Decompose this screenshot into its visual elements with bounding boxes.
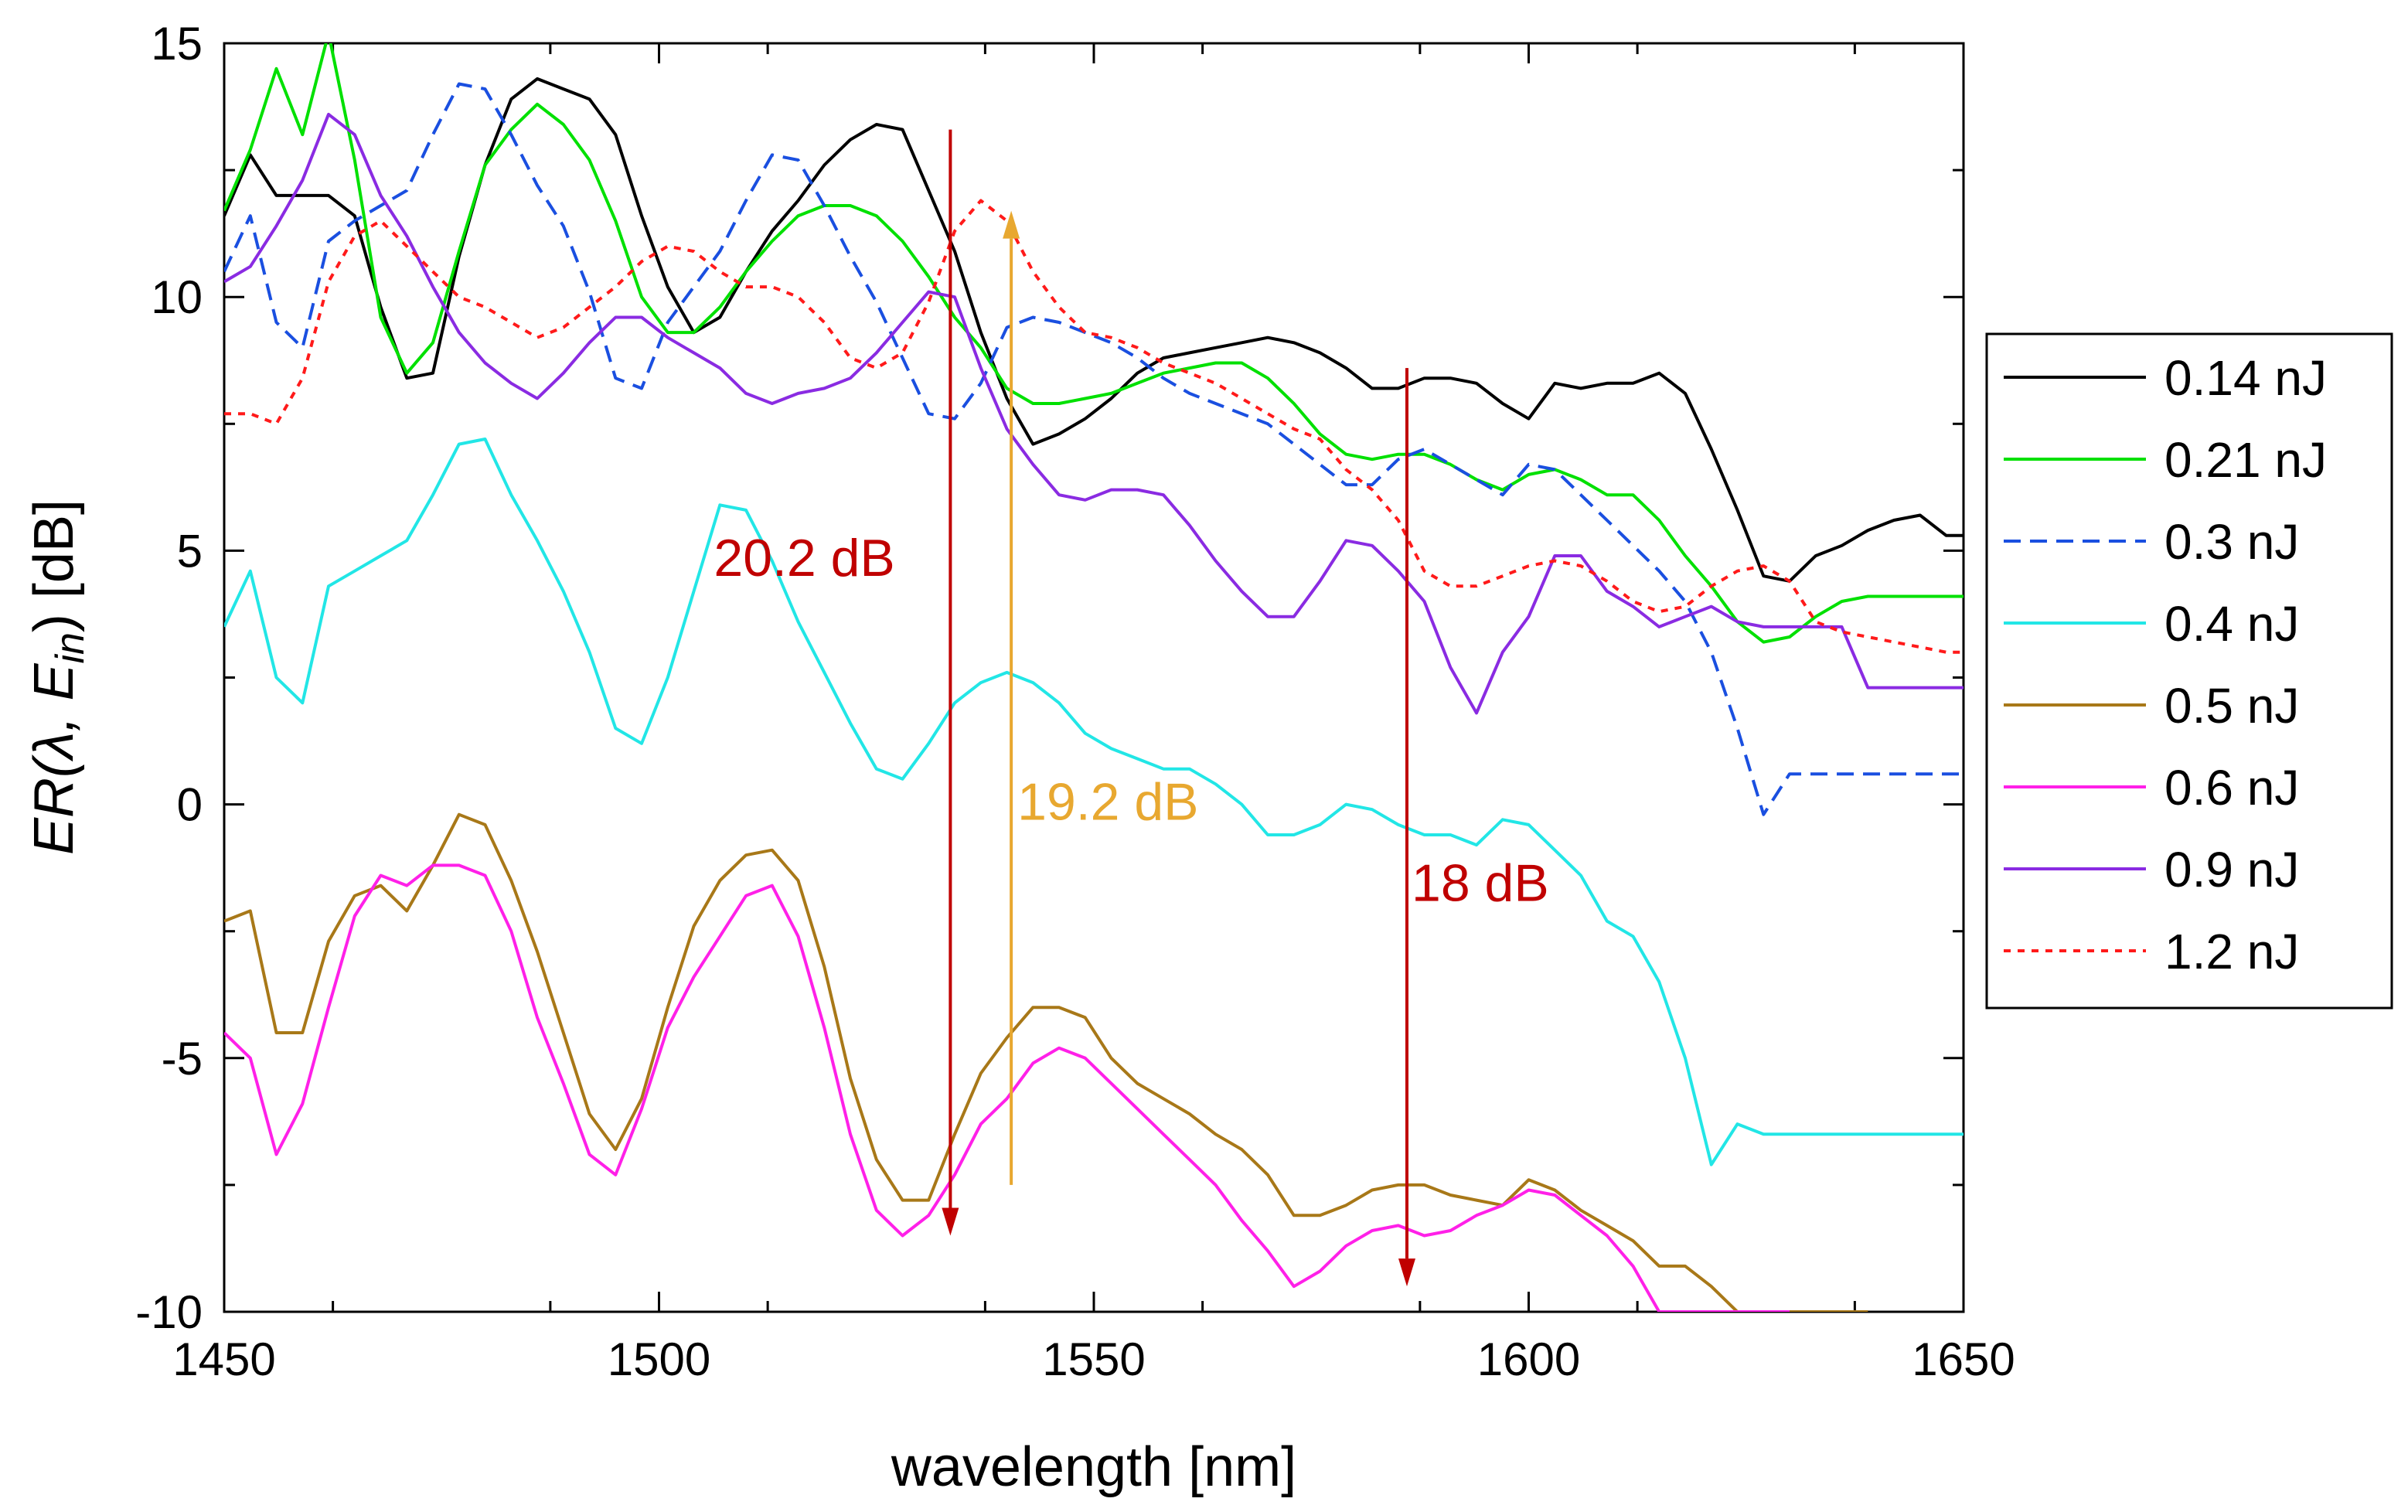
x-tick-label: 1450 (172, 1333, 275, 1385)
annotations: 20.2 dB 19.2 dB 18 dB (714, 129, 1549, 1287)
legend-label: 0.14 nJ (2164, 350, 2327, 406)
y-tick-label: -10 (135, 1286, 203, 1338)
annotation-arrow-head (942, 1207, 959, 1236)
legend-label: 0.9 nJ (2164, 842, 2299, 897)
plot-area (223, 42, 1965, 1313)
x-tick-label: 1550 (1042, 1333, 1145, 1385)
series-line-0-6-nj (224, 863, 1790, 1312)
y-tick-label: 5 (177, 525, 203, 577)
annotation-label: 18 dB (1412, 853, 1549, 912)
annotation-label: 20.2 dB (714, 529, 894, 587)
legend-label: 0.3 nJ (2164, 514, 2299, 570)
y-axis-title-subscript: in (48, 632, 93, 663)
series-line-0-5-nj (224, 812, 1868, 1312)
annotation-arrow-head (1398, 1258, 1415, 1287)
legend-label: 0.21 nJ (2164, 432, 2327, 488)
series-line-0-21-nj (224, 43, 1964, 644)
annotation-label: 19.2 dB (1017, 772, 1198, 831)
legend-label: 0.5 nJ (2164, 678, 2299, 734)
series-line-0-14-nj (224, 77, 1964, 583)
axis-ticks: 1450 1500 1550 1600 1650 -10 -5 0 5 10 15 (135, 18, 2015, 1385)
y-axis-title: ER(λ, Ein) [dB] (23, 499, 93, 855)
x-axis-title: wavelength [nm] (891, 1436, 1296, 1498)
legend-box (1985, 332, 2393, 1010)
annotation-arrow-head (1003, 210, 1020, 239)
series-line-0-4-nj (224, 438, 1964, 1166)
series-line-0-3-nj (224, 82, 1964, 816)
y-axis-title-prefix: ER(λ, E (23, 663, 85, 855)
series-layer (224, 43, 1964, 1312)
y-tick-label: 15 (151, 18, 203, 70)
y-tick-label: 10 (151, 271, 203, 323)
legend-label: 0.6 nJ (2164, 760, 2299, 816)
y-tick-label: -5 (162, 1033, 203, 1085)
y-tick-label: 0 (177, 779, 203, 831)
series-line-0-9-nj (224, 112, 1964, 715)
series-line-1-2-nj (224, 199, 1964, 654)
x-tick-label: 1500 (608, 1333, 710, 1385)
x-tick-label: 1650 (1912, 1333, 2015, 1385)
x-tick-label: 1600 (1477, 1333, 1580, 1385)
legend: 0.14 nJ 0.21 nJ 0.3 nJ 0.4 nJ 0.5 nJ 0.6 nJ 0.… (1985, 332, 2393, 1010)
y-axis-title-suffix: ) [dB] (23, 499, 85, 632)
legend-label: 0.4 nJ (2164, 596, 2299, 652)
legend-label: 1.2 nJ (2164, 924, 2299, 979)
